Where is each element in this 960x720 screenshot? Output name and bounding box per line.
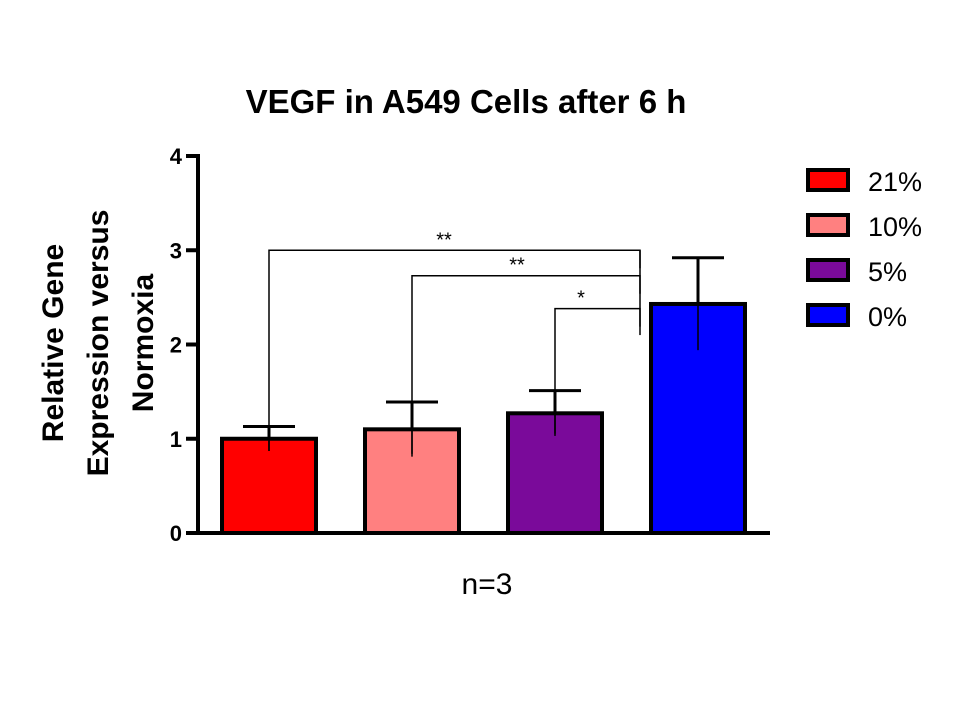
legend-label: 10% xyxy=(868,212,922,242)
y-tick-label: 2 xyxy=(170,333,182,358)
legend-swatch xyxy=(806,213,850,237)
y-tick-label: 4 xyxy=(170,144,183,169)
legend-label: 21% xyxy=(868,167,922,197)
y-axis-title-line-1: Relative Gene xyxy=(37,244,70,442)
legend-swatch xyxy=(806,303,850,327)
y-axis-title: Relative Gene Expression versus Normoxia xyxy=(37,210,160,477)
significance-label: ** xyxy=(436,229,452,251)
legend-swatch xyxy=(806,168,850,192)
y-tick-label: 0 xyxy=(170,521,182,546)
significance-label: ** xyxy=(509,255,525,277)
bar-21pct xyxy=(220,436,318,535)
y-axis-title-line-3: Normoxia xyxy=(127,274,160,413)
legend: 21% 10% 5% 0% xyxy=(806,167,922,332)
y-tick-label: 1 xyxy=(170,427,182,452)
y-tick-label: 3 xyxy=(170,238,182,263)
y-axis-title-line-2: Expression versus xyxy=(82,210,115,477)
legend-label: 5% xyxy=(868,257,907,287)
chart-title: VEGF in A549 Cells after 6 h xyxy=(246,83,687,120)
significance-label: * xyxy=(577,288,585,310)
legend-label: 0% xyxy=(868,302,907,332)
x-axis-title: n=3 xyxy=(462,568,513,601)
legend-swatch xyxy=(806,258,850,282)
